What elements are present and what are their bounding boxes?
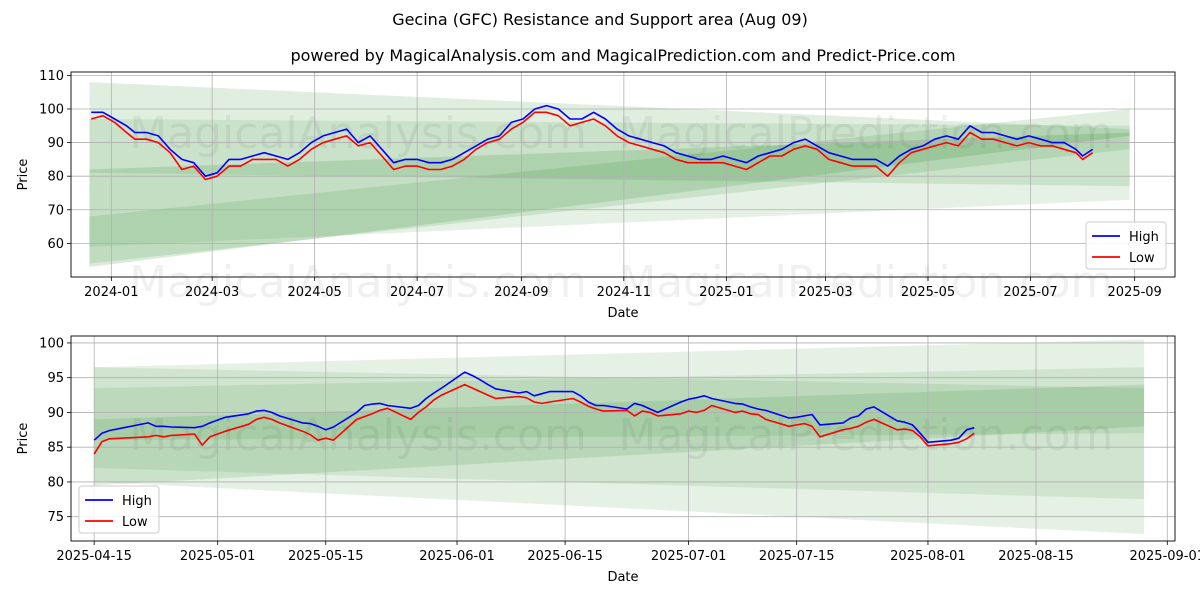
support-resistance-bands (94, 339, 1145, 535)
x-tick-label: 2025-06-15 (527, 549, 603, 564)
plot-frame (70, 71, 1176, 278)
x-tick-label: 2025-09-01 (1129, 549, 1200, 564)
watermark-prediction: MagicalPrediction.com (618, 410, 1113, 461)
y-tick-label: 110 (39, 69, 64, 84)
series-line-low (90, 111, 1094, 181)
legend-label-high: High (122, 494, 152, 509)
watermark-prediction-lower: MagicalPrediction.com (618, 257, 1113, 308)
series-line-high (93, 371, 975, 444)
x-tick-label: 2024-09 (494, 285, 548, 300)
x-tick-label: 2024-05 (287, 285, 341, 300)
overview-chart-panel: MagicalAnalysis.com MagicalPrediction.com… (16, 69, 1176, 321)
x-axis-label: Date (607, 570, 638, 585)
y-tick-label: 75 (47, 510, 64, 525)
y-tick-label: 85 (47, 441, 64, 456)
x-tick-label: 2025-05-15 (288, 549, 364, 564)
x-tick-label: 2025-07-01 (651, 549, 727, 564)
support-resistance-bands (89, 82, 1130, 267)
grid: 2024-01 2024-03 2024-05 2024-07 2024-09 2024-… (39, 69, 1175, 300)
y-tick-label: 60 (47, 237, 64, 252)
grid: 2025-04-15 2025-05-01 2025-05-15 2025-06-01… (39, 336, 1200, 564)
series-lines (93, 371, 975, 455)
watermark-analysis: MagicalAnalysis.com (129, 108, 587, 159)
x-tick-label: 2024-01 (84, 285, 138, 300)
band-1 (89, 119, 1130, 247)
y-tick-label: 95 (47, 371, 64, 386)
x-tick-label: 2025-04-15 (56, 549, 132, 564)
legend-label-low: Low (1129, 251, 1155, 266)
chart-title: Gecina (GFC) Resistance and Support area… (392, 10, 808, 29)
band-3 (94, 384, 1145, 486)
x-tick-label: 2024-03 (185, 285, 239, 300)
x-tick-label: 2025-08-01 (890, 549, 966, 564)
x-tick-label: 2025-01 (699, 285, 753, 300)
legend-label-high: High (1129, 230, 1159, 245)
x-tick-label: 2025-07-15 (759, 549, 835, 564)
detail-chart-panel: MagicalAnalysis.com MagicalPrediction.com… (16, 335, 1200, 585)
x-tick-label: 2024-07 (390, 285, 444, 300)
legend: High Low (1085, 221, 1167, 270)
legend-label-low: Low (122, 515, 148, 530)
y-tick-label: 100 (39, 336, 64, 351)
series-line-high (91, 104, 1094, 177)
y-tick-label: 90 (47, 406, 64, 421)
y-tick-label: 80 (47, 475, 64, 490)
x-tick-label: 2024-11 (597, 285, 651, 300)
x-tick-label: 2025-06-01 (419, 549, 495, 564)
y-axis-label: Price (16, 423, 31, 455)
x-tick-label: 2025-08-15 (998, 549, 1074, 564)
x-tick-label: 2025-05-01 (180, 549, 256, 564)
y-tick-label: 80 (47, 170, 64, 185)
x-tick-label: 2025-09 (1108, 285, 1162, 300)
watermark-analysis-lower: MagicalAnalysis.com (129, 257, 587, 308)
watermark-analysis: MagicalAnalysis.com (129, 410, 587, 461)
legend: High Low (78, 485, 160, 534)
plot-frame (70, 335, 1176, 542)
y-axis-label: Price (16, 159, 31, 191)
watermark-prediction: MagicalPrediction.com (618, 108, 1113, 159)
x-tick-label: 2025-03 (798, 285, 852, 300)
band-3 (89, 108, 1130, 264)
band-1 (94, 367, 1145, 500)
x-tick-label: 2025-05 (901, 285, 955, 300)
y-tick-label: 100 (39, 102, 64, 117)
band-0 (94, 339, 1145, 535)
y-tick-label: 90 (47, 136, 64, 151)
x-axis-label: Date (607, 306, 638, 321)
band-0 (89, 82, 1130, 187)
y-tick-label: 70 (47, 203, 64, 218)
series-line-low (93, 383, 975, 455)
x-tick-label: 2025-07 (1003, 285, 1057, 300)
chart-subtitle: powered by MagicalAnalysis.com and Magic… (290, 46, 955, 65)
series-lines (90, 104, 1094, 181)
